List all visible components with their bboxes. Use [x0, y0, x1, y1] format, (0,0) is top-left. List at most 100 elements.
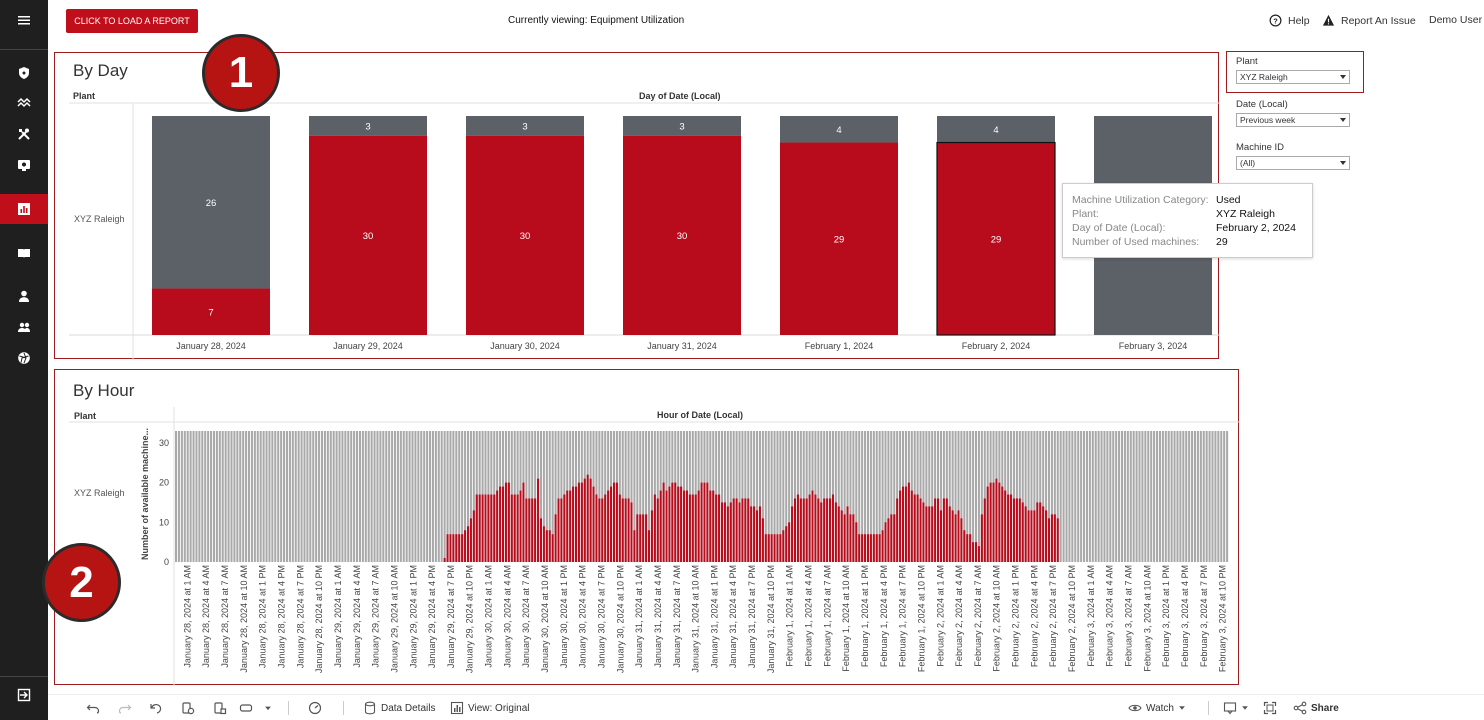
bar-available: [1135, 431, 1138, 562]
bar-used: [718, 494, 721, 562]
bar-available: [175, 431, 178, 562]
logout-icon[interactable]: [0, 680, 48, 710]
bar-available: [627, 431, 630, 562]
bar-used: [1050, 514, 1053, 562]
bar-used: [811, 490, 814, 562]
redo-icon[interactable]: [118, 701, 132, 715]
pause-updates-icon[interactable]: [213, 701, 227, 715]
plant-filter-label: Plant: [1236, 56, 1258, 67]
bar-used: [936, 141, 1056, 336]
bar-available: [1030, 431, 1033, 562]
date-filter-label: Date (Local): [1236, 99, 1288, 110]
bar-used: [916, 494, 919, 562]
share-label: Share: [1311, 702, 1339, 714]
load-report-button[interactable]: CLICK TO LOAD A REPORT: [66, 9, 198, 33]
view-original-button[interactable]: View: Original: [450, 701, 530, 715]
bar-available: [312, 431, 315, 562]
bar-used: [537, 478, 540, 562]
x-tick-label: February 1, 2024 at 10 PM: [916, 565, 926, 672]
bar-available: [881, 431, 884, 562]
watch-button[interactable]: Watch: [1128, 701, 1186, 715]
x-tick-label: February 1, 2024 at 4 PM: [879, 565, 889, 667]
data-details-button[interactable]: Data Details: [363, 701, 435, 715]
bar-used: [758, 506, 761, 562]
by-hour-plant-header: Plant: [74, 411, 97, 421]
bar-available: [429, 431, 432, 562]
bar-used: [630, 502, 633, 562]
bar-chart-icon[interactable]: [0, 194, 48, 224]
by-hour-chart: Number of available machine... 0 10 20 30 Jan…: [69, 407, 1240, 686]
undo-icon[interactable]: [86, 701, 100, 715]
bar-available: [1036, 431, 1039, 562]
shield-icon[interactable]: [0, 58, 48, 88]
bar-used: [1018, 498, 1021, 562]
machine-filter-select[interactable]: (All): [1236, 156, 1350, 170]
tooltip-row: Plant: XYZ Raleigh: [1072, 208, 1275, 220]
bar-available: [1112, 431, 1115, 562]
help-link[interactable]: ? Help: [1269, 14, 1310, 27]
bar-used: [572, 486, 575, 562]
x-tick-label: February 2, 2024 at 7 AM: [973, 565, 983, 667]
bar-available: [201, 431, 204, 562]
plant-filter-select[interactable]: XYZ Raleigh: [1236, 70, 1350, 84]
bar-available: [1144, 431, 1147, 562]
tools-icon[interactable]: [0, 119, 48, 149]
trend-icon[interactable]: [0, 88, 48, 118]
bar-available: [227, 431, 230, 562]
bar-available: [1214, 431, 1217, 562]
x-tick-label: January 29, 2024 at 1 PM: [408, 565, 418, 668]
bar-available: [186, 431, 189, 562]
revert-icon[interactable]: [149, 701, 163, 715]
bar-used: [1004, 490, 1007, 562]
users-icon[interactable]: [0, 312, 48, 342]
x-tick-label: February 1, 2024 at 1 AM: [785, 565, 795, 667]
book-icon[interactable]: [0, 238, 48, 268]
report-issue-link[interactable]: Report An Issue: [1322, 14, 1416, 27]
bar-available: [551, 431, 554, 562]
x-tick-label: January 29, 2024 at 4 AM: [352, 565, 362, 668]
metrics-icon[interactable]: [308, 701, 322, 715]
bar-available: [452, 431, 455, 562]
bar-used: [1012, 498, 1015, 562]
bar-available: [1150, 431, 1153, 562]
bar-used: [563, 494, 566, 562]
aperture-icon[interactable]: [0, 343, 48, 373]
share-button[interactable]: Share: [1293, 701, 1339, 715]
bar-available: [1074, 431, 1077, 562]
monitor-icon[interactable]: [0, 150, 48, 180]
bar-used: [887, 518, 890, 562]
bar-available: [741, 431, 744, 562]
bar-available: [353, 431, 356, 562]
x-tick-label: January 29, 2024: [333, 341, 403, 351]
bottom-toolbar: Data Details View: Original Watch Share: [48, 694, 1484, 720]
bar-available: [347, 431, 350, 562]
bar-available: [875, 431, 878, 562]
date-filter-select[interactable]: Previous week: [1236, 113, 1350, 127]
bar-available: [1012, 431, 1015, 562]
data-label: 3: [365, 121, 370, 132]
bar-available: [440, 431, 443, 562]
comment-icon[interactable]: [1223, 701, 1249, 715]
refresh-data-icon[interactable]: [181, 701, 195, 715]
user-icon[interactable]: [0, 281, 48, 311]
bar-used: [852, 514, 855, 562]
menu-icon[interactable]: [0, 5, 48, 35]
x-tick-label: February 1, 2024: [805, 341, 874, 351]
bar-used: [577, 482, 580, 562]
bar-used: [869, 534, 872, 562]
user-menu[interactable]: Demo User: [1429, 14, 1482, 26]
fullscreen-icon[interactable]: [1263, 701, 1277, 715]
bar-available: [770, 431, 773, 562]
bar-used: [490, 494, 493, 562]
bar-available: [834, 431, 837, 562]
bar-available: [925, 431, 928, 562]
replay-animation-icon[interactable]: [239, 701, 273, 715]
bar-available: [896, 431, 899, 562]
bar-available: [869, 431, 872, 562]
tooltip-row: Number of Used machines: 29: [1072, 236, 1228, 248]
bar-used: [780, 142, 898, 335]
bar-used: [466, 135, 584, 335]
bar-used: [583, 478, 586, 562]
bar-available: [1042, 431, 1045, 562]
bar-available: [767, 431, 770, 562]
